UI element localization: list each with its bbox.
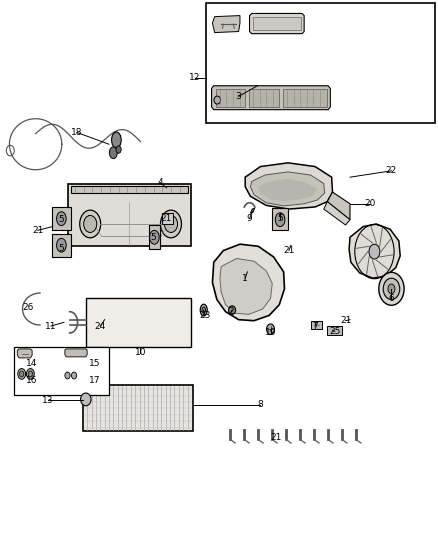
Text: 5: 5 <box>58 215 64 224</box>
Text: 21: 21 <box>340 316 351 325</box>
Ellipse shape <box>28 371 32 377</box>
Ellipse shape <box>57 212 66 225</box>
Ellipse shape <box>388 284 395 294</box>
Text: 19: 19 <box>265 328 276 337</box>
Text: 16: 16 <box>26 376 38 385</box>
Ellipse shape <box>18 368 25 379</box>
Bar <box>68 184 191 246</box>
Polygon shape <box>258 179 317 201</box>
Ellipse shape <box>150 230 159 244</box>
Text: 6: 6 <box>389 294 394 303</box>
Bar <box>71 185 188 193</box>
Polygon shape <box>212 15 240 33</box>
Polygon shape <box>220 259 272 314</box>
Ellipse shape <box>383 278 400 300</box>
Text: 1: 1 <box>242 273 248 282</box>
Polygon shape <box>245 163 332 209</box>
Ellipse shape <box>276 213 285 227</box>
Bar <box>206 3 435 123</box>
Text: 21: 21 <box>32 226 43 235</box>
Text: 2: 2 <box>228 307 234 316</box>
Text: 17: 17 <box>89 376 100 385</box>
Polygon shape <box>327 192 350 220</box>
Text: 8: 8 <box>258 400 263 409</box>
Ellipse shape <box>71 372 77 379</box>
Polygon shape <box>349 224 400 278</box>
Ellipse shape <box>369 244 380 259</box>
Text: 14: 14 <box>26 359 38 368</box>
Ellipse shape <box>26 368 34 379</box>
Ellipse shape <box>110 147 117 159</box>
Text: 4: 4 <box>157 178 163 187</box>
Text: 21: 21 <box>283 246 294 255</box>
Ellipse shape <box>116 146 121 154</box>
Text: 21: 21 <box>160 214 171 223</box>
Text: 15: 15 <box>89 359 100 368</box>
Bar <box>52 207 71 230</box>
Text: 23: 23 <box>199 311 211 320</box>
Ellipse shape <box>57 238 66 252</box>
Text: 24: 24 <box>95 321 106 330</box>
Polygon shape <box>251 172 325 206</box>
Text: 20: 20 <box>364 199 375 208</box>
Bar <box>311 321 321 329</box>
Ellipse shape <box>229 306 236 314</box>
Ellipse shape <box>379 272 404 305</box>
Text: 9: 9 <box>247 214 252 223</box>
Bar <box>327 326 342 335</box>
Text: 5: 5 <box>151 233 156 242</box>
Bar <box>162 213 173 224</box>
Text: 12: 12 <box>189 73 201 82</box>
Ellipse shape <box>214 96 220 104</box>
Ellipse shape <box>267 324 275 335</box>
Bar <box>283 89 327 107</box>
Text: 5: 5 <box>277 214 283 223</box>
Text: 5: 5 <box>58 244 64 253</box>
Text: 22: 22 <box>386 166 397 175</box>
Text: 11: 11 <box>45 321 57 330</box>
Ellipse shape <box>164 215 177 232</box>
Ellipse shape <box>200 304 207 316</box>
Ellipse shape <box>84 215 97 232</box>
Text: 7: 7 <box>312 321 318 330</box>
Bar <box>215 89 245 107</box>
Ellipse shape <box>160 210 181 238</box>
Text: 3: 3 <box>236 92 241 101</box>
Polygon shape <box>324 201 350 225</box>
Bar <box>272 208 288 230</box>
Bar <box>83 384 193 431</box>
Polygon shape <box>212 86 330 110</box>
Bar <box>249 89 279 107</box>
Polygon shape <box>65 349 87 357</box>
Polygon shape <box>251 208 255 213</box>
Text: 21: 21 <box>270 433 282 442</box>
Polygon shape <box>212 244 285 321</box>
Ellipse shape <box>19 371 24 377</box>
Text: 10: 10 <box>134 348 146 357</box>
Ellipse shape <box>80 210 101 238</box>
Bar <box>86 298 191 348</box>
Ellipse shape <box>81 393 91 406</box>
Ellipse shape <box>202 307 205 313</box>
Bar <box>52 233 71 257</box>
Ellipse shape <box>65 372 70 379</box>
Bar <box>149 225 160 249</box>
Polygon shape <box>250 13 304 34</box>
Text: 25: 25 <box>329 327 340 336</box>
Polygon shape <box>17 349 32 358</box>
Bar <box>14 348 109 395</box>
Ellipse shape <box>112 132 121 148</box>
Text: 18: 18 <box>71 128 83 137</box>
Text: 26: 26 <box>22 303 33 312</box>
Text: 13: 13 <box>42 396 53 405</box>
Bar <box>253 17 301 30</box>
